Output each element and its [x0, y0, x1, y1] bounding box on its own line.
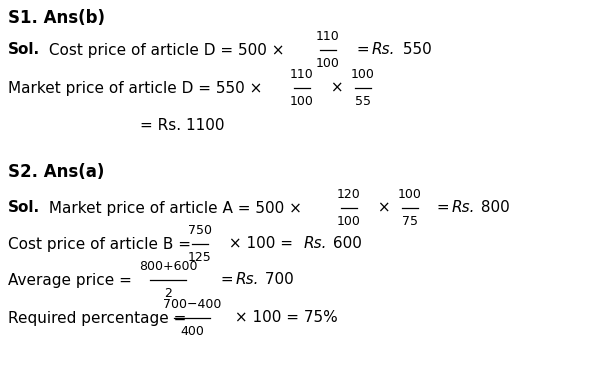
Text: 700−400: 700−400 [163, 298, 221, 311]
Text: × 100 = 75%: × 100 = 75% [230, 310, 338, 326]
Text: Market price of article D = 550 ×: Market price of article D = 550 × [8, 81, 267, 95]
Text: Sol.: Sol. [8, 201, 40, 215]
Text: =: = [432, 201, 455, 215]
Text: ×: × [373, 201, 395, 215]
Text: 110: 110 [316, 30, 340, 43]
Text: =: = [352, 43, 374, 57]
Text: 600: 600 [328, 236, 362, 252]
Text: S2. Ans(a): S2. Ans(a) [8, 163, 104, 181]
Text: 75: 75 [402, 215, 418, 228]
Text: Average price =: Average price = [8, 272, 137, 287]
Text: Cost price of article B =: Cost price of article B = [8, 236, 196, 252]
Text: 125: 125 [188, 251, 212, 264]
Text: 100: 100 [351, 68, 375, 81]
Text: 800: 800 [476, 201, 510, 215]
Text: Cost price of article D = 500 ×: Cost price of article D = 500 × [44, 43, 289, 57]
Text: 110: 110 [290, 68, 314, 81]
Text: 750: 750 [188, 224, 212, 237]
Text: 400: 400 [180, 325, 204, 338]
Text: 100: 100 [337, 215, 361, 228]
Text: 100: 100 [316, 57, 340, 70]
Text: ×: × [326, 81, 349, 95]
Text: Rs.: Rs. [372, 43, 395, 57]
Text: Market price of article A = 500 ×: Market price of article A = 500 × [44, 201, 307, 215]
Text: 700: 700 [260, 272, 294, 287]
Text: Sol.: Sol. [8, 43, 40, 57]
Text: 2: 2 [164, 287, 172, 300]
Text: Rs.: Rs. [236, 272, 259, 287]
Text: Required percentage =: Required percentage = [8, 310, 191, 326]
Text: 800+600: 800+600 [139, 260, 197, 273]
Text: 55: 55 [355, 95, 371, 108]
Text: 550: 550 [398, 43, 432, 57]
Text: S1. Ans(b): S1. Ans(b) [8, 9, 105, 27]
Text: Rs.: Rs. [304, 236, 328, 252]
Text: =: = [216, 272, 238, 287]
Text: = Rs. 1100: = Rs. 1100 [140, 118, 225, 134]
Text: 120: 120 [337, 188, 361, 201]
Text: × 100 =: × 100 = [224, 236, 298, 252]
Text: 100: 100 [290, 95, 314, 108]
Text: 100: 100 [398, 188, 422, 201]
Text: Rs.: Rs. [452, 201, 476, 215]
